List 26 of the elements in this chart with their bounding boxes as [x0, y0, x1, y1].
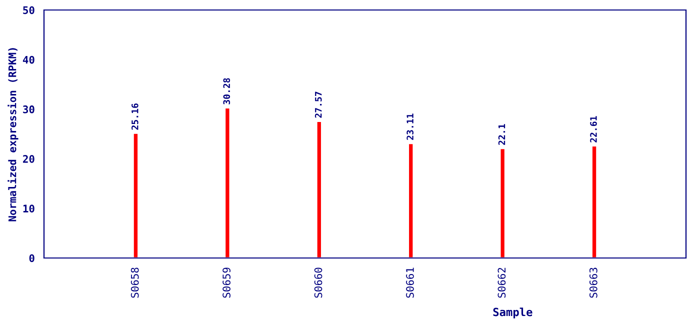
bar [132, 132, 139, 258]
x-tick-label: S0660 [314, 268, 322, 298]
data-label: 23.11 [406, 114, 414, 140]
x-tick-label: S0663 [589, 268, 598, 298]
bar [408, 142, 414, 258]
y-tick-label: 0 [29, 254, 34, 262]
y-axis-title: Normalized expression (RPKM) [8, 48, 18, 222]
y-tick-label: 10 [23, 204, 34, 213]
data-label: 25.16 [132, 104, 138, 130]
bar [499, 148, 506, 258]
x-tick-label: S0658 [130, 268, 139, 298]
data-label: 30.28 [223, 78, 230, 104]
y-tick-label: 30 [23, 105, 34, 114]
x-tick-label: S0659 [222, 268, 230, 298]
y-tick-label: 50 [23, 6, 34, 14]
x-axis-title: Sample [493, 308, 532, 318]
bar [591, 145, 598, 258]
data-label: 22.1 [498, 124, 506, 145]
bar [316, 120, 322, 258]
y-tick-label: 40 [22, 56, 34, 64]
data-label: 22.61 [590, 116, 597, 142]
bar [224, 107, 231, 258]
data-label: 27.57 [314, 92, 322, 118]
x-tick-label: S0662 [498, 268, 506, 298]
x-tick-label: S0661 [406, 268, 414, 298]
y-tick-label: 20 [23, 155, 34, 163]
